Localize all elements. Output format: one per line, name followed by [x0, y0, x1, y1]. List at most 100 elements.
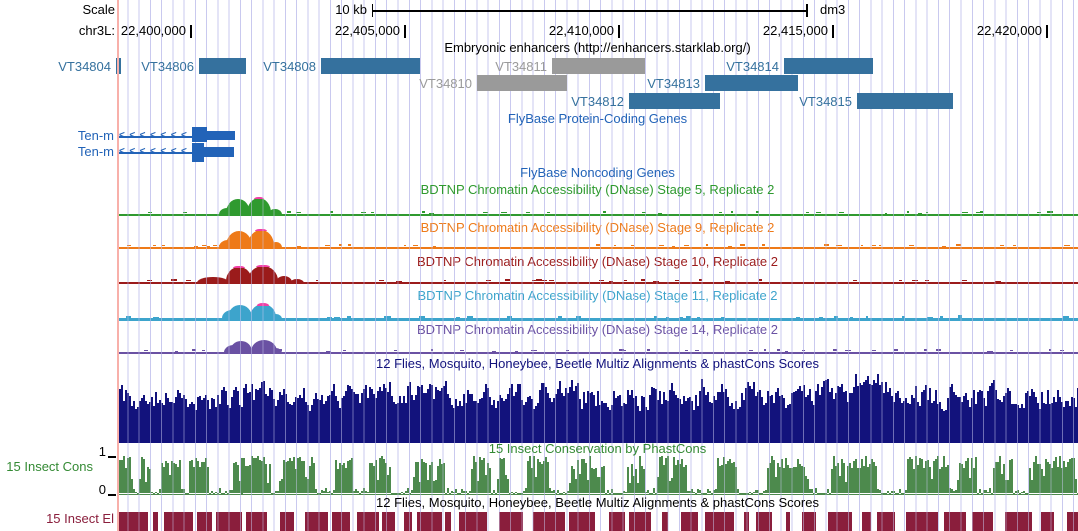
- signal-noise: [962, 279, 967, 282]
- track-title-multiz[interactable]: 12 Flies, Mosquito, Honeybee, Beetle Mul…: [376, 356, 819, 371]
- signal-noise: [147, 279, 153, 282]
- enhancer-item-bar[interactable]: [477, 75, 567, 91]
- signal-noise: [640, 278, 645, 282]
- conserved-element-block: [245, 512, 268, 531]
- signal-noise: [315, 280, 318, 282]
- conserved-element-block: [906, 512, 938, 531]
- signal-noise: [444, 279, 447, 282]
- signal-noise: [295, 211, 301, 214]
- signal-noise: [147, 211, 153, 214]
- signal-noise: [378, 279, 384, 282]
- signal-noise: [236, 212, 242, 214]
- scale-bar: [372, 10, 807, 12]
- assembly-label: dm3: [820, 2, 846, 17]
- signal-noise: [347, 243, 352, 247]
- cons-bar: [389, 467, 391, 494]
- enhancer-item-bar[interactable]: [705, 75, 798, 91]
- enhancer-item-bar[interactable]: [629, 93, 720, 109]
- enhancer-item-bar[interactable]: [321, 58, 420, 74]
- signal-noise: [865, 315, 869, 318]
- signal-noise: [853, 280, 857, 282]
- enhancer-item-bar[interactable]: [857, 93, 953, 109]
- conserved-element-block: [744, 512, 749, 531]
- signal-noise: [326, 316, 333, 318]
- signal-noise: [192, 349, 196, 352]
- enhancer-item-label: VT34815: [799, 94, 852, 109]
- cons-bar: [1075, 479, 1077, 494]
- scale-value: 10 kb: [335, 2, 367, 17]
- signal-noise: [565, 349, 569, 352]
- signal-noise: [383, 315, 388, 318]
- signal-noise: [193, 245, 199, 247]
- conserved-element-block: [445, 512, 451, 531]
- signal-noise: [531, 350, 538, 352]
- gene-exon[interactable]: [204, 147, 234, 157]
- signal-noise: [608, 280, 613, 282]
- signal-noise: [1000, 244, 1004, 247]
- signal-noise: [926, 317, 933, 318]
- conserved-element-block: [164, 512, 194, 531]
- conserved-element-block: [568, 512, 595, 531]
- elements-track-left-label[interactable]: 15 Insect El: [46, 511, 114, 526]
- signal-noise: [396, 280, 402, 282]
- track-title-embryonic-enhancers[interactable]: Embryonic enhancers (http://enhancers.st…: [444, 40, 751, 55]
- conserved-element-block: [279, 512, 295, 531]
- gene-label[interactable]: Ten-m: [77, 128, 114, 143]
- track-title-flybase-coding[interactable]: FlyBase Protein-Coding Genes: [507, 111, 688, 126]
- track-title-multiz-elements[interactable]: 12 Flies, Mosquito, Honeybee, Beetle Mul…: [376, 495, 819, 510]
- cons-axis-max: 1: [98, 444, 106, 459]
- enhancer-item-label: VT34804: [58, 59, 111, 74]
- signal-noise: [918, 212, 922, 214]
- conserved-element-block: [152, 512, 159, 531]
- enhancer-item-bar[interactable]: [784, 58, 873, 74]
- enhancer-item-label: VT34813: [647, 76, 700, 91]
- signal-noise: [658, 212, 663, 214]
- signal-noise: [467, 316, 473, 318]
- gene-intron-line: [117, 152, 192, 154]
- track-title-phastcons[interactable]: 15 Insect Conservation by PhastCons: [488, 441, 707, 456]
- signal-noise: [872, 244, 877, 247]
- signal-noise: [697, 317, 700, 318]
- signal-peak: [270, 314, 282, 320]
- conserved-element-block: [662, 512, 669, 531]
- enhancer-item-bar[interactable]: [552, 58, 645, 74]
- track-title-dnase-stage5[interactable]: BDTNP Chromatin Accessibility (DNase) St…: [420, 182, 775, 197]
- gene-exon[interactable]: [192, 143, 204, 162]
- signal-noise: [218, 244, 221, 247]
- track-title-dnase-stage11[interactable]: BDTNP Chromatin Accessibility (DNase) St…: [417, 288, 778, 303]
- signal-noise: [491, 350, 496, 352]
- ruler-tick-label: 22,405,000: [334, 23, 400, 38]
- signal-noise: [575, 316, 581, 318]
- signal-noise: [623, 279, 627, 282]
- signal-noise: [764, 349, 767, 352]
- signal-noise: [127, 245, 131, 247]
- signal-noise: [546, 211, 551, 214]
- signal-noise: [261, 245, 266, 247]
- conserved-element-block: [862, 512, 871, 531]
- ruler-tick-label: 22,420,000: [976, 23, 1042, 38]
- cons-bar: [443, 463, 445, 494]
- cons-track-left-label[interactable]: 15 Insect Cons: [6, 459, 93, 474]
- signal-noise: [429, 212, 435, 214]
- signal-clip-cap: [256, 264, 270, 267]
- enhancer-item-bar[interactable]: [199, 58, 246, 74]
- cons-bar: [149, 469, 151, 494]
- signal-noise: [153, 317, 159, 318]
- conserved-element-block: [196, 512, 212, 531]
- signal-noise: [924, 279, 930, 282]
- signal-noise: [213, 245, 217, 247]
- signal-noise: [506, 316, 513, 318]
- gene-exon[interactable]: [192, 127, 207, 142]
- gene-label[interactable]: Ten-m: [77, 144, 114, 159]
- signal-noise: [1064, 245, 1070, 247]
- signal-noise: [185, 280, 192, 282]
- signal-noise: [202, 350, 206, 352]
- gene-exon[interactable]: [207, 131, 235, 140]
- signal-noise: [761, 244, 766, 247]
- track-title-flybase-noncoding[interactable]: FlyBase Noncoding Genes: [520, 165, 675, 180]
- track-title-dnase-stage14[interactable]: BDTNP Chromatin Accessibility (DNase) St…: [416, 322, 779, 337]
- conserved-element-block: [972, 512, 994, 531]
- signal-noise: [297, 245, 301, 247]
- signal-noise: [749, 349, 754, 352]
